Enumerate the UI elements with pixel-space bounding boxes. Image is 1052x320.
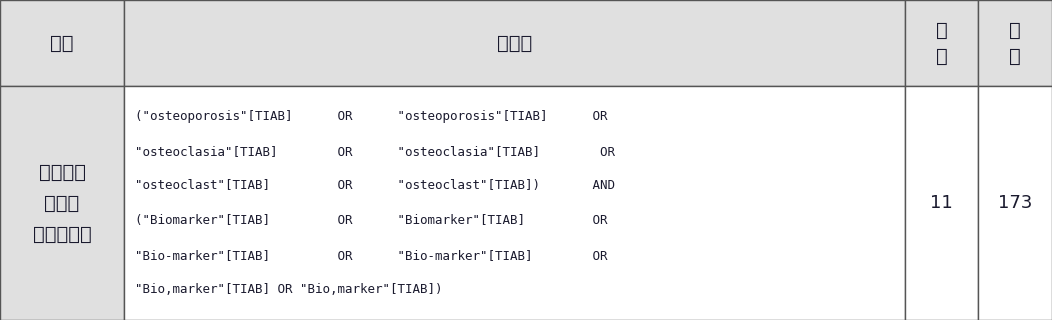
Text: "Bio-marker"[TIAB]         OR      "Bio-marker"[TIAB]        OR: "Bio-marker"[TIAB] OR "Bio-marker"[TIAB]… (135, 249, 607, 262)
Text: "Bio,marker"[TIAB] OR "Bio,marker"[TIAB]): "Bio,marker"[TIAB] OR "Bio,marker"[TIAB]… (135, 284, 442, 296)
Bar (124, 0, 905, 86)
Text: 골다공증
진단용
바이오마커: 골다공증 진단용 바이오마커 (33, 163, 92, 244)
Bar (905, 86, 978, 320)
Text: 국
내: 국 내 (935, 20, 948, 66)
Bar (124, 86, 905, 320)
Bar (978, 86, 1052, 320)
Text: 검색식: 검색식 (497, 34, 532, 53)
Text: 국
외: 국 외 (1009, 20, 1021, 66)
Text: "osteoclast"[TIAB]         OR      "osteoclast"[TIAB])       AND: "osteoclast"[TIAB] OR "osteoclast"[TIAB]… (135, 180, 614, 192)
Text: ("Biomarker"[TIAB]         OR      "Biomarker"[TIAB]         OR: ("Biomarker"[TIAB] OR "Biomarker"[TIAB] … (135, 214, 607, 227)
Text: 11: 11 (930, 194, 953, 212)
Bar (978, 0, 1052, 86)
Text: ("osteoporosis"[TIAB]      OR      "osteoporosis"[TIAB]      OR: ("osteoporosis"[TIAB] OR "osteoporosis"[… (135, 110, 607, 123)
Bar (905, 0, 978, 86)
Text: "osteoclasia"[TIAB]        OR      "osteoclasia"[TIAB]        OR: "osteoclasia"[TIAB] OR "osteoclasia"[TIA… (135, 145, 614, 158)
Text: 173: 173 (998, 194, 1032, 212)
Bar (0, 0, 124, 86)
Text: 구분: 구분 (50, 34, 74, 53)
Bar (0, 86, 124, 320)
